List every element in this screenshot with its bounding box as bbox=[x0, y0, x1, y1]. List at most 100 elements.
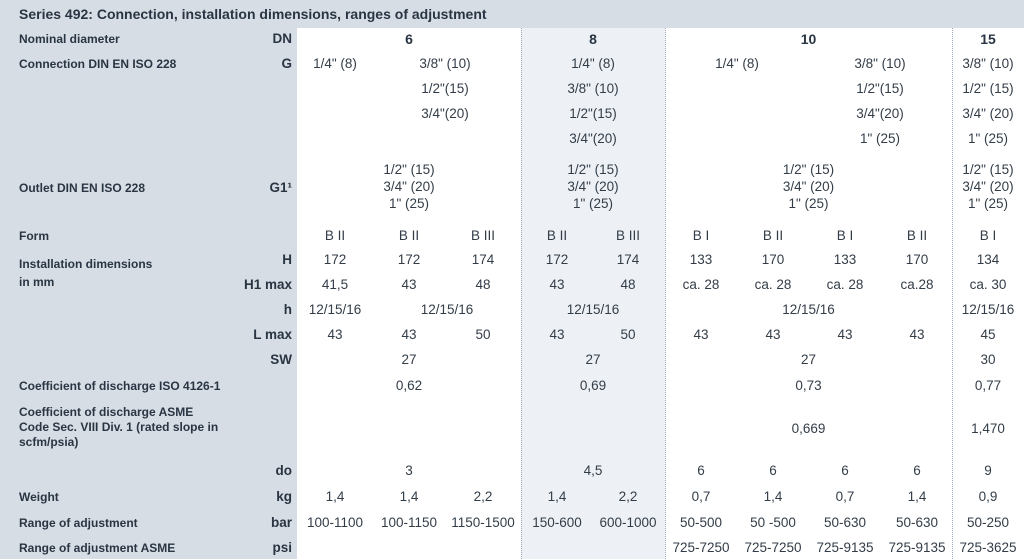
lmax-value: 43 bbox=[549, 327, 565, 342]
row-label-weight: Weight bbox=[19, 490, 59, 504]
lmax-value: 45 bbox=[980, 327, 996, 342]
weight-value: 1,4 bbox=[399, 489, 419, 504]
h-small-value: 12/15/16 bbox=[308, 302, 362, 317]
h1max-value: ca. 30 bbox=[969, 277, 1007, 292]
h1max-value: ca. 28 bbox=[826, 277, 864, 292]
h-value: 174 bbox=[471, 252, 495, 267]
sw-value: 27 bbox=[585, 352, 601, 367]
h-small-value: 12/15/16 bbox=[782, 302, 835, 317]
h1max-value: 48 bbox=[475, 277, 491, 292]
unit-psi: psi bbox=[272, 540, 292, 555]
h-small-value: 12/15/16 bbox=[420, 302, 474, 317]
h-value: 174 bbox=[616, 252, 640, 267]
unit-g: G bbox=[281, 56, 292, 71]
lmax-value: 43 bbox=[837, 327, 853, 342]
h1max-value: ca.28 bbox=[900, 277, 934, 292]
sw-value: 27 bbox=[401, 352, 417, 367]
row-label-installation-unit: in mm bbox=[19, 275, 55, 289]
h1max-value: ca. 28 bbox=[682, 277, 720, 292]
connection-value: 1/2" (15) bbox=[962, 81, 1014, 96]
cod-iso-value: 0,62 bbox=[395, 378, 423, 393]
weight-value: 1,4 bbox=[325, 489, 345, 504]
do-value: 6 bbox=[841, 463, 849, 478]
connection-value: 1" (25) bbox=[859, 131, 901, 146]
cod-asme-value: 1,470 bbox=[971, 421, 1005, 436]
connection-value: 1/2"(15) bbox=[421, 81, 469, 96]
connection-value: 1" (25) bbox=[967, 131, 1009, 146]
table-title: Series 492: Connection, installation dim… bbox=[0, 0, 1024, 28]
range-asme-value: 725-3625 bbox=[959, 540, 1017, 555]
weight-value: 2,2 bbox=[618, 489, 638, 504]
dn10-column-background bbox=[665, 28, 952, 559]
do-value: 4,5 bbox=[583, 463, 603, 478]
outlet-value: 3/4" (20) bbox=[962, 179, 1014, 194]
lmax-value: 43 bbox=[327, 327, 343, 342]
dn-header: 8 bbox=[589, 31, 597, 47]
connection-value: 1/2"(15) bbox=[569, 106, 617, 121]
row-label-form: Form bbox=[19, 229, 49, 243]
form-value: B I bbox=[836, 228, 854, 243]
row-label-connection: Connection DIN EN ISO 228 bbox=[19, 57, 177, 71]
connection-value: 3/4"(20) bbox=[856, 106, 904, 121]
row-label-range-asme: Range of adjustment ASME bbox=[19, 541, 176, 555]
cod-iso-value: 0,73 bbox=[795, 378, 822, 393]
unit-do: do bbox=[275, 463, 293, 478]
row-label-cod-asme: Coefficient of discharge ASME bbox=[19, 405, 194, 419]
outlet-value: 1/2" (15) bbox=[782, 162, 835, 177]
connection-value: 1/4" (8) bbox=[715, 56, 759, 71]
column-divider bbox=[665, 28, 666, 559]
form-value: B I bbox=[692, 228, 710, 243]
unit-h: H bbox=[282, 252, 292, 267]
range-value: 50-250 bbox=[966, 515, 1010, 530]
h1max-value: 43 bbox=[549, 277, 565, 292]
h-small-value: 12/15/16 bbox=[566, 302, 620, 317]
unit-bar: bar bbox=[270, 515, 292, 530]
sw-value: 27 bbox=[800, 352, 817, 367]
connection-value: 3/4" (20) bbox=[962, 106, 1014, 121]
weight-value: 1,4 bbox=[763, 489, 783, 504]
range-value: 50-630 bbox=[823, 515, 867, 530]
range-value: 50-630 bbox=[895, 515, 939, 530]
lmax-value: 43 bbox=[401, 327, 417, 342]
row-label-nominal-diameter: Nominal diameter bbox=[19, 32, 120, 46]
range-value: 150-600 bbox=[532, 515, 582, 530]
unit-g1: G1¹ bbox=[269, 180, 292, 195]
unit-h-small: h bbox=[283, 302, 292, 317]
h-value: 172 bbox=[545, 252, 569, 267]
h-small-value: 12/15/16 bbox=[961, 302, 1015, 317]
weight-value: 2,2 bbox=[473, 489, 493, 504]
range-asme-value: 725-9135 bbox=[816, 540, 874, 555]
dn-header: 15 bbox=[980, 31, 996, 47]
form-value: B III bbox=[615, 228, 640, 243]
row-label-range: Range of adjustment bbox=[19, 516, 138, 530]
row-label-cod-asme: scfm/psia) bbox=[19, 435, 79, 449]
do-value: 3 bbox=[405, 463, 413, 478]
range-asme-value: 725-7250 bbox=[672, 540, 730, 555]
do-value: 6 bbox=[913, 463, 921, 478]
range-value: 50-500 bbox=[679, 515, 723, 530]
label-column-background bbox=[0, 28, 297, 559]
h1max-value: 43 bbox=[401, 277, 417, 292]
h1max-value: 48 bbox=[620, 277, 636, 292]
range-value: 50 -500 bbox=[750, 515, 796, 530]
range-value: 100-1150 bbox=[380, 515, 438, 530]
weight-value: 1,4 bbox=[547, 489, 567, 504]
range-value: 100-1100 bbox=[306, 515, 364, 530]
connection-value: 1/4" (8) bbox=[313, 56, 357, 71]
dn-header: 6 bbox=[405, 31, 413, 47]
weight-value: 1,4 bbox=[907, 489, 927, 504]
connection-value: 3/8" (10) bbox=[419, 56, 471, 71]
outlet-value: 3/4" (20) bbox=[383, 179, 435, 194]
lmax-value: 43 bbox=[693, 327, 709, 342]
form-value: B I bbox=[979, 228, 997, 243]
weight-value: 0,9 bbox=[978, 489, 998, 504]
cod-iso-value: 0,77 bbox=[974, 378, 1002, 393]
h-value: 172 bbox=[323, 252, 347, 267]
outlet-value: 1/2" (15) bbox=[567, 162, 619, 177]
range-value: 1150-1500 bbox=[451, 515, 515, 530]
sw-value: 30 bbox=[980, 352, 996, 367]
h-value: 172 bbox=[397, 252, 421, 267]
outlet-value: 1/2" (15) bbox=[962, 162, 1014, 177]
weight-value: 0,7 bbox=[691, 489, 711, 504]
column-divider bbox=[952, 28, 953, 559]
